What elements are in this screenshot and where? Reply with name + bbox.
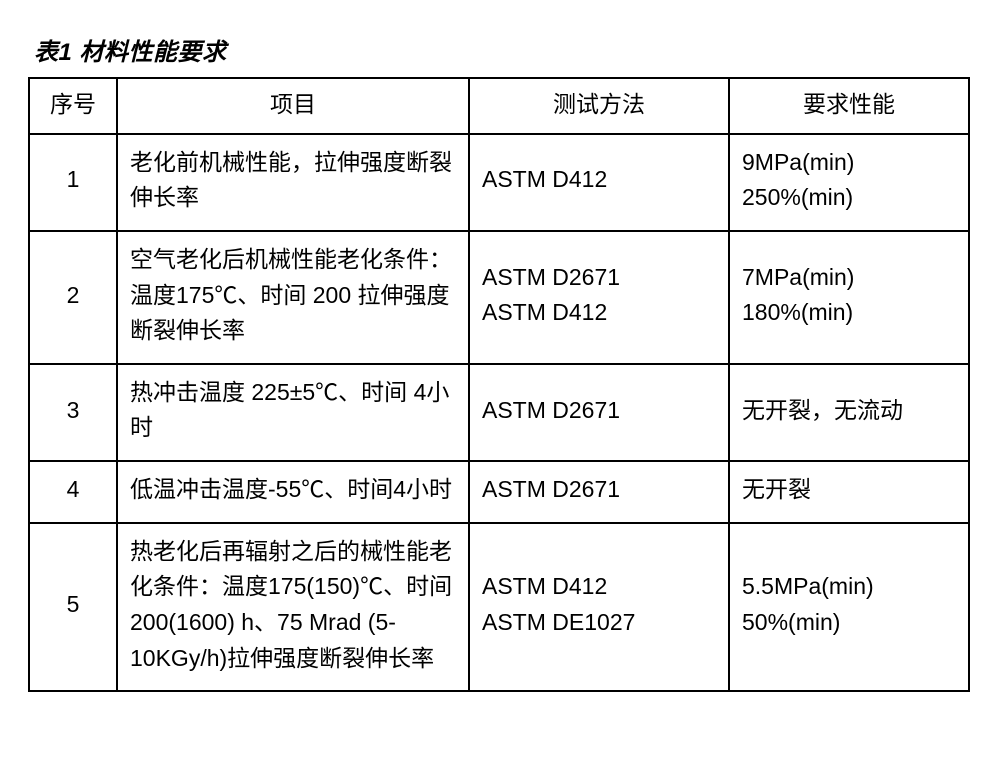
table-header-row: 序号 项目 测试方法 要求性能 — [29, 78, 969, 134]
cell-item: 热冲击温度 225±5℃、时间 4小时 — [117, 364, 469, 461]
table-row: 5 热老化后再辐射之后的械性能老化条件：温度175(150)℃、时间 200(1… — [29, 523, 969, 692]
cell-item: 老化前机械性能，拉伸强度断裂伸长率 — [117, 134, 469, 231]
req-line: 250%(min) — [742, 180, 956, 216]
cell-req: 5.5MPa(min) 50%(min) — [729, 523, 969, 692]
table-row: 3 热冲击温度 225±5℃、时间 4小时 ASTM D2671 无开裂，无流动 — [29, 364, 969, 461]
cell-method: ASTM D2671 — [469, 461, 729, 523]
cell-no: 1 — [29, 134, 117, 231]
method-line: ASTM D412 — [482, 295, 716, 331]
page: 表1 材料性能要求 序号 项目 测试方法 要求性能 1 老化前机械性能，拉伸强度… — [0, 0, 1000, 778]
cell-no: 5 — [29, 523, 117, 692]
cell-req: 无开裂，无流动 — [729, 364, 969, 461]
cell-item: 空气老化后机械性能老化条件：温度175℃、时间 200 拉伸强度断裂伸长率 — [117, 231, 469, 364]
col-header-req: 要求性能 — [729, 78, 969, 134]
cell-item: 热老化后再辐射之后的械性能老化条件：温度175(150)℃、时间 200(160… — [117, 523, 469, 692]
cell-no: 4 — [29, 461, 117, 523]
cell-no: 3 — [29, 364, 117, 461]
cell-method: ASTM D412 ASTM DE1027 — [469, 523, 729, 692]
req-line: 5.5MPa(min) — [742, 569, 956, 605]
method-line: ASTM D2671 — [482, 393, 716, 429]
method-line: ASTM D412 — [482, 569, 716, 605]
col-header-no: 序号 — [29, 78, 117, 134]
req-line: 180%(min) — [742, 295, 956, 331]
cell-req: 无开裂 — [729, 461, 969, 523]
cell-req: 7MPa(min) 180%(min) — [729, 231, 969, 364]
method-line: ASTM D2671 — [482, 260, 716, 296]
col-header-item: 项目 — [117, 78, 469, 134]
cell-method: ASTM D2671 ASTM D412 — [469, 231, 729, 364]
table-caption: 表1 材料性能要求 — [34, 32, 972, 67]
cell-no: 2 — [29, 231, 117, 364]
req-line: 无开裂 — [742, 472, 956, 508]
req-line: 无开裂，无流动 — [742, 393, 956, 429]
table-row: 4 低温冲击温度-55℃、时间4小时 ASTM D2671 无开裂 — [29, 461, 969, 523]
material-spec-table: 序号 项目 测试方法 要求性能 1 老化前机械性能，拉伸强度断裂伸长率 ASTM… — [28, 77, 970, 692]
req-line: 9MPa(min) — [742, 145, 956, 181]
method-line: ASTM DE1027 — [482, 605, 716, 641]
cell-req: 9MPa(min) 250%(min) — [729, 134, 969, 231]
cell-method: ASTM D412 — [469, 134, 729, 231]
method-line: ASTM D2671 — [482, 472, 716, 508]
req-line: 7MPa(min) — [742, 260, 956, 296]
table-row: 2 空气老化后机械性能老化条件：温度175℃、时间 200 拉伸强度断裂伸长率 … — [29, 231, 969, 364]
cell-item: 低温冲击温度-55℃、时间4小时 — [117, 461, 469, 523]
cell-method: ASTM D2671 — [469, 364, 729, 461]
method-line: ASTM D412 — [482, 162, 716, 198]
table-row: 1 老化前机械性能，拉伸强度断裂伸长率 ASTM D412 9MPa(min) … — [29, 134, 969, 231]
req-line: 50%(min) — [742, 605, 956, 641]
col-header-method: 测试方法 — [469, 78, 729, 134]
